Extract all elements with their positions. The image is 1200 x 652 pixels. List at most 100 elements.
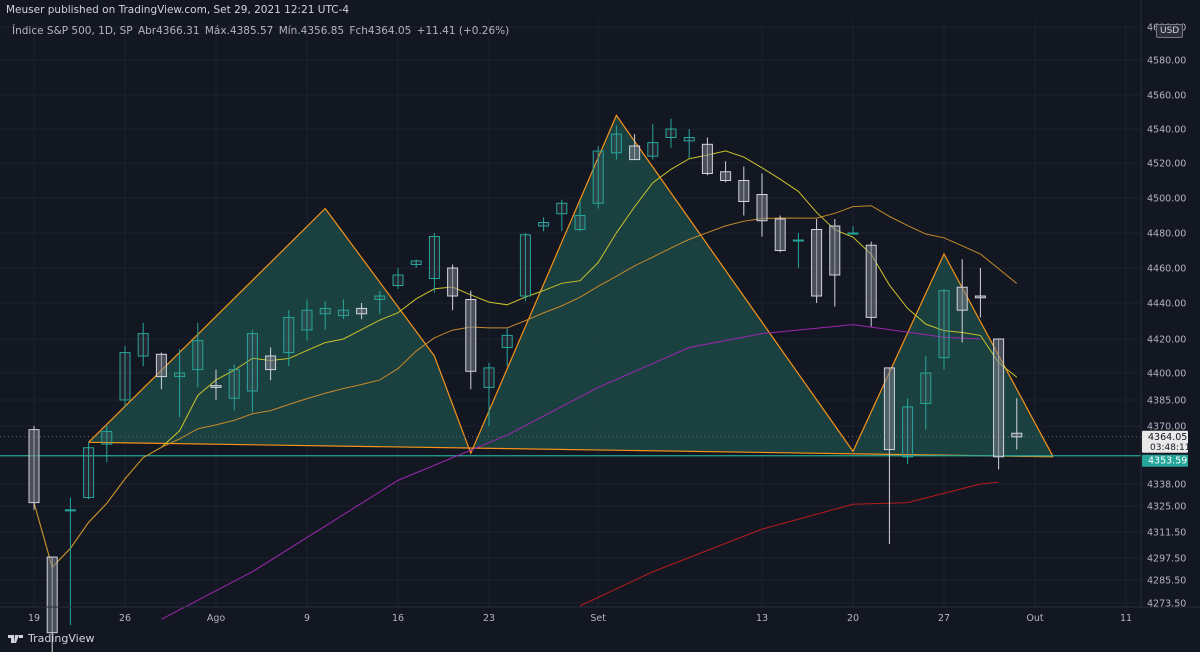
candle-body: [356, 307, 368, 315]
candle-body: [410, 260, 422, 265]
candle-body: [792, 239, 804, 242]
time-tick-label: 16: [392, 613, 404, 624]
price-tick-label: 4580.00: [1147, 56, 1186, 67]
price-tick-label: 4460.00: [1147, 264, 1186, 275]
candle-body: [647, 142, 659, 157]
candle-body: [556, 202, 568, 215]
change-value: +11.41 (+0.26%): [416, 25, 510, 37]
time-tick-label: 20: [847, 613, 859, 624]
candle-body: [192, 340, 204, 371]
tradingview-logo-icon: [8, 634, 23, 643]
time-tick-label: Set: [590, 613, 606, 624]
candle-body: [956, 286, 968, 311]
ma-slow-line: [161, 324, 981, 620]
neckline-price-tag: 4353.59: [1142, 454, 1188, 467]
price-tick-label: 4297.50: [1147, 554, 1186, 565]
candle-body: [701, 143, 713, 175]
candle-body: [392, 274, 404, 286]
candle-body: [538, 222, 550, 227]
candle-body: [428, 236, 440, 279]
time-tick-label: 27: [938, 613, 950, 624]
symbol-legend: Índice S&P 500, 1D, SP Abr4366.31 Máx.43…: [12, 25, 511, 37]
publisher-credit: Meuser published on TradingView.com, Set…: [6, 4, 350, 16]
candle-body: [938, 290, 950, 359]
time-tick-label: 19: [28, 613, 40, 624]
time-tick-label: 11: [1120, 613, 1132, 624]
candle-body: [137, 333, 149, 357]
candles-group: [28, 118, 1023, 652]
pattern-fill: [88, 115, 1054, 457]
price-tick-label: 4311.50: [1147, 528, 1186, 539]
price-tick-label: 4560.00: [1147, 91, 1186, 102]
candle-body: [301, 309, 313, 331]
candle-body: [610, 133, 622, 154]
candle-body: [883, 367, 895, 451]
price-tick-label: 4540.00: [1147, 125, 1186, 136]
candle-body: [228, 369, 240, 399]
price-tick-label: 4325.00: [1147, 502, 1186, 513]
candle-body: [1011, 432, 1023, 438]
time-tick-label: 13: [756, 613, 768, 624]
ma-mid-line: [33, 205, 1018, 569]
candle-body: [829, 225, 841, 276]
candle-body: [592, 150, 604, 204]
candle-body: [974, 295, 986, 299]
currency-badge[interactable]: USD: [1156, 24, 1184, 38]
candle-body: [283, 316, 295, 354]
candle-body: [501, 334, 513, 348]
candle-body: [46, 556, 58, 634]
candle-body: [865, 244, 877, 318]
current-price-tag-bg: [1142, 430, 1188, 453]
candle-body: [374, 295, 386, 300]
candle-body: [101, 430, 113, 445]
candle-body: [920, 372, 932, 404]
candle-body: [774, 218, 786, 251]
price-tick-label: 4273.50: [1147, 599, 1186, 610]
close-value: Fch4364.05: [349, 25, 412, 37]
candle-body: [28, 429, 40, 504]
open-value: Abr4366.31: [137, 25, 200, 37]
low-value: Mín.4356.85: [278, 25, 345, 37]
candle-body: [720, 171, 732, 181]
candle-body: [246, 333, 258, 392]
price-tick-label: 4500.00: [1147, 194, 1186, 205]
symbol-name[interactable]: Índice S&P 500, 1D, SP: [12, 25, 133, 37]
countdown-label: 03:48:11: [1150, 443, 1190, 453]
price-tick-label: 4338.00: [1147, 480, 1186, 491]
candle-body: [319, 307, 331, 315]
candle-body: [902, 406, 914, 458]
time-tick-label: Ago: [207, 613, 226, 624]
price-axis-bg: [1141, 0, 1200, 652]
candle-body: [465, 299, 477, 372]
candle-body: [811, 229, 823, 297]
price-tick-label: 4480.00: [1147, 229, 1186, 240]
tradingview-brand[interactable]: TradingView: [8, 632, 94, 645]
candle-body: [519, 234, 531, 297]
pattern-base-line: [88, 441, 1054, 458]
price-tick-label: 4440.00: [1147, 299, 1186, 310]
price-tick-label: 4520.00: [1147, 159, 1186, 170]
price-tick-label: 4370.00: [1147, 422, 1186, 433]
ma-long-line: [579, 481, 999, 607]
candle-body: [738, 180, 750, 202]
candle-body: [847, 232, 859, 235]
candle-body: [447, 267, 459, 297]
time-tick-label: 23: [483, 613, 495, 624]
pattern-outline: [88, 114, 1054, 458]
candle-body: [629, 145, 641, 161]
price-tick-label: 4285.50: [1147, 576, 1186, 587]
candle-body: [64, 509, 76, 512]
price-tick-label: 4400.00: [1147, 369, 1186, 380]
candle-body: [665, 128, 677, 138]
candle-body: [174, 372, 186, 378]
candle-body: [265, 355, 277, 371]
candle-body: [683, 137, 695, 142]
price-tick-label: 4385.00: [1147, 396, 1186, 407]
candle-body: [155, 353, 167, 378]
candle-body: [210, 385, 222, 388]
candle-body: [483, 367, 495, 388]
candle-body: [993, 338, 1005, 458]
brand-label: TradingView: [28, 632, 95, 645]
